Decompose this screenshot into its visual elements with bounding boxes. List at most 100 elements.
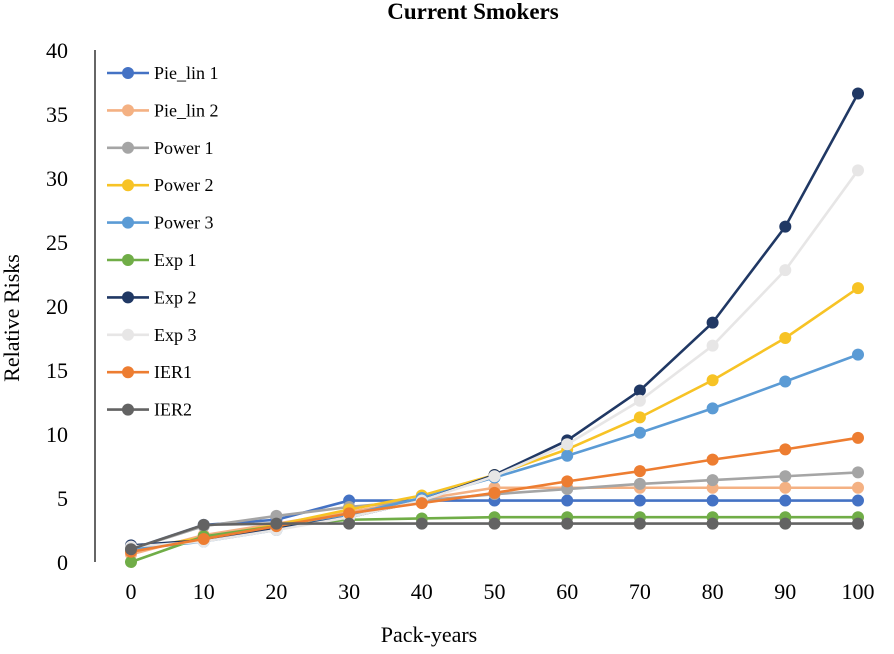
data-point <box>633 494 646 507</box>
data-point <box>488 486 501 499</box>
legend-label: Pie_lin 2 <box>154 100 219 120</box>
legend-label: Power 2 <box>154 175 214 195</box>
x-tick-label: 100 <box>842 579 875 604</box>
y-tick-label: 35 <box>46 102 68 127</box>
data-point <box>125 543 137 556</box>
data-point <box>561 517 574 530</box>
legend-marker <box>122 254 134 266</box>
data-point <box>343 517 356 530</box>
legend-marker <box>122 328 134 341</box>
legend-marker <box>122 141 134 154</box>
data-point <box>852 282 864 295</box>
legend-label: Exp 3 <box>154 325 197 345</box>
legend-item: Power 1 <box>107 138 214 158</box>
data-point <box>706 339 719 352</box>
data-point <box>270 517 283 530</box>
data-point <box>779 470 792 483</box>
data-point <box>779 375 792 388</box>
x-tick-label: 10 <box>193 579 215 604</box>
data-point <box>779 332 792 344</box>
x-tick-label: 60 <box>556 579 578 604</box>
x-tick-label: 80 <box>702 579 724 604</box>
data-point <box>852 517 864 530</box>
data-point <box>779 443 792 456</box>
data-point <box>779 264 792 277</box>
data-point <box>633 465 646 478</box>
data-point <box>706 316 719 329</box>
data-point <box>633 384 646 397</box>
y-tick-label: 20 <box>46 294 68 319</box>
data-point <box>633 426 646 439</box>
data-point <box>488 517 501 530</box>
legend-label: Exp 2 <box>154 287 197 307</box>
data-point <box>706 517 719 530</box>
legend-item: IER2 <box>107 400 192 420</box>
legend-marker <box>122 216 134 229</box>
data-point <box>561 449 574 462</box>
data-point <box>852 481 864 494</box>
y-tick-label: 5 <box>57 486 68 511</box>
series-ier2 <box>125 517 864 556</box>
y-tick-label: 25 <box>46 230 68 255</box>
legend-marker <box>122 67 134 79</box>
legend-marker <box>122 291 134 304</box>
data-point <box>197 532 210 545</box>
legend-label: Power 3 <box>154 213 214 233</box>
data-point <box>706 474 719 487</box>
series-line <box>130 287 859 551</box>
legend-label: Exp 1 <box>154 250 197 270</box>
data-point <box>125 556 137 568</box>
y-tick-labels: 0 5 10 15 20 25 30 35 40 <box>46 38 68 575</box>
data-point <box>633 394 646 407</box>
data-point <box>779 517 792 530</box>
data-point <box>852 348 864 361</box>
data-point <box>706 374 719 387</box>
legend-label: IER2 <box>154 400 192 420</box>
x-tick-labels: 0 10 20 30 40 50 60 70 80 90 100 <box>126 579 875 604</box>
legend-item: Exp 1 <box>107 250 197 270</box>
x-tick-label: 0 <box>126 579 137 604</box>
data-point <box>633 477 646 490</box>
y-tick-label: 0 <box>57 550 68 575</box>
data-point <box>779 481 792 494</box>
legend-item: Exp 2 <box>107 287 197 307</box>
data-point <box>852 431 864 444</box>
x-tick-label: 90 <box>774 579 796 604</box>
legend-item: Power 3 <box>107 213 214 233</box>
legend-marker <box>122 366 134 379</box>
legend-item: IER1 <box>107 362 192 382</box>
series-layer <box>125 87 864 568</box>
data-point <box>561 475 574 488</box>
legend-marker <box>122 403 134 416</box>
data-point <box>852 164 864 177</box>
x-tick-label: 50 <box>484 579 506 604</box>
data-point <box>415 517 428 530</box>
series-ier1 <box>125 431 864 558</box>
y-tick-label: 15 <box>46 358 68 383</box>
legend-item: Pie_lin 2 <box>107 100 219 120</box>
data-point <box>779 494 792 507</box>
data-point <box>706 453 719 466</box>
x-tick-label: 70 <box>629 579 651 604</box>
x-tick-label: 40 <box>411 579 433 604</box>
data-point <box>197 518 210 531</box>
data-point <box>415 497 428 510</box>
legend-item: Power 2 <box>107 175 214 195</box>
x-axis-label: Pack-years <box>381 622 478 647</box>
legend-label: IER1 <box>154 362 192 382</box>
chart-title: Current Smokers <box>387 0 558 24</box>
legend: Pie_lin 1 Pie_lin 2 Power 1 Power 2 Power 3 E… <box>107 63 219 420</box>
data-point <box>852 466 864 479</box>
legend-label: Power 1 <box>154 138 214 158</box>
y-axis-label: Relative Risks <box>0 254 24 382</box>
legend-marker <box>122 179 134 192</box>
data-point <box>779 220 792 233</box>
legend-item: Pie_lin 1 <box>107 63 219 83</box>
x-tick-label: 30 <box>338 579 360 604</box>
y-tick-label: 30 <box>46 166 68 191</box>
data-point <box>633 411 646 424</box>
data-point <box>488 470 501 483</box>
y-tick-label: 10 <box>46 422 68 447</box>
